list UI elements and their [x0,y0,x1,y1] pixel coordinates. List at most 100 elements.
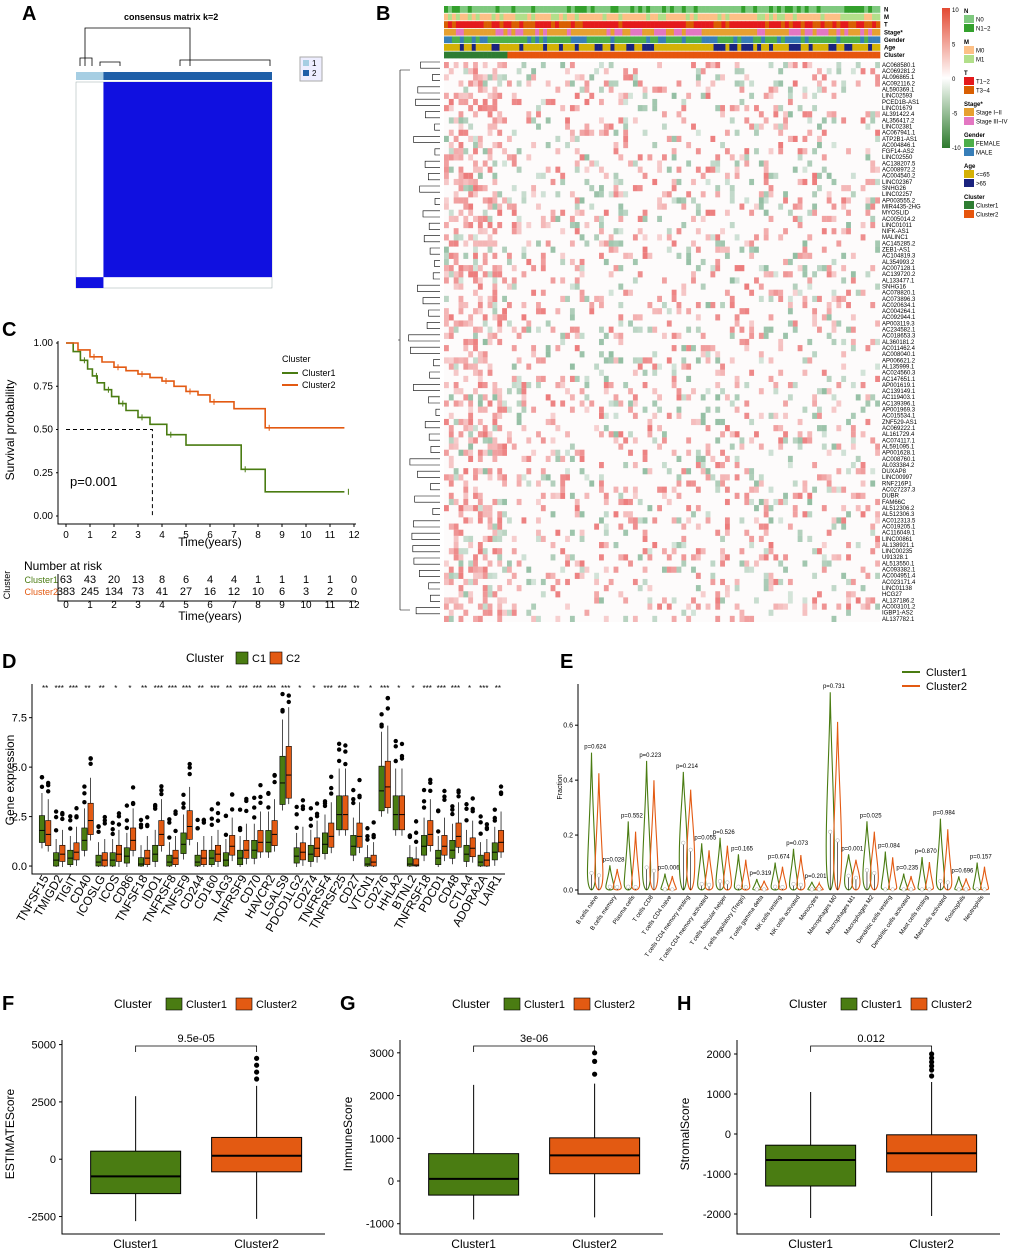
e-pvalue: p=0.073 [786,841,809,847]
track-cell [765,6,770,13]
legend-label-cluster1: Cluster1 [861,999,902,1011]
track-cell [447,6,453,13]
box [328,822,335,848]
heatmap-cell [584,129,590,136]
track-cell [491,44,496,51]
heatmap-cell [666,468,672,475]
heatmap-cell [642,517,648,524]
track-cell [519,44,524,51]
heatmap-cell [850,252,856,259]
heatmap-cell [860,585,866,592]
violin-median [920,887,925,892]
track-cell [729,36,734,44]
violin-median [607,884,612,889]
heatmap-cell [468,400,474,407]
heatmap-cell [608,326,614,333]
heatmap-cell [574,135,580,142]
heatmap-cell [468,178,474,186]
track-cell [483,13,488,21]
box [215,844,221,862]
track-cell [697,21,702,28]
violin-median [938,879,943,884]
heatmap-cell [613,265,619,272]
gene-label: AC067941.1 [882,131,916,137]
track-cell [650,28,655,36]
box [67,849,74,865]
heatmap-cell [715,154,721,161]
track-cell [463,28,469,36]
track-label: Age [884,46,896,52]
heatmap-cell [453,62,459,69]
heatmap-cell [463,492,469,499]
risk-xtick-label: 10 [300,600,312,611]
track-cell [765,28,770,36]
heatmap-cell [482,437,488,444]
dendrogram-branches [79,27,271,66]
heatmap-cell [812,462,818,469]
outlier-point [393,758,398,764]
significance-mark: ** [84,684,90,693]
track-cell [753,51,758,59]
track-cell [788,44,794,51]
heatmap-cell [821,215,827,222]
heatmap-cell [579,86,585,93]
heatmap-cell [444,560,449,567]
heatmap-cell [749,369,755,376]
heatmap-cell [792,382,798,389]
track-cell [475,28,480,36]
heatmap-cell [681,289,687,296]
heatmap-cell [453,320,459,327]
heatmap-cell [521,302,527,309]
gene-label: DUBR [882,494,900,500]
outlier-point [428,788,433,794]
heatmap-cell [768,148,774,155]
track-cell [463,36,469,44]
heatmap-cell [618,98,624,106]
heatmap-cell [686,505,692,512]
heatmap-cell [763,92,769,99]
heatmap-cell [516,166,522,173]
heatmap-cell [531,68,537,75]
heatmap-cell [860,185,866,192]
c-ytick-label: 0.75 [34,381,54,392]
c-xtick-label: 9 [279,530,285,541]
heatmap-cell [875,572,880,579]
heatmap-cell [715,265,721,272]
track-cell [717,13,722,21]
heatmap-cell [763,172,769,179]
track-cell [642,13,647,21]
track-cell [864,21,869,28]
significance-bracket [135,1045,258,1052]
heatmap-cell [599,62,604,69]
heatmap-cell [458,178,464,186]
heatmap-cell [671,517,677,524]
track-cell [745,21,750,28]
track-cell [483,28,488,36]
heatmap-cell [628,289,633,296]
track-cell [868,13,873,21]
heatmap-cell [754,246,759,253]
heatmap-cell [458,603,464,610]
heatmap-cell [758,123,764,130]
heatmap-cell [778,560,784,567]
heatmap-cell [681,117,687,124]
heatmap-cell [642,86,648,93]
heatmap-cell [695,203,701,210]
heatmap-cell [473,468,478,475]
heatmap-cell [739,437,745,444]
heatmap-cell [647,468,653,475]
heatmap-cell [444,277,449,284]
heatmap-cell [492,308,498,315]
track-cell [745,13,750,21]
heatmap-cell [710,135,716,142]
box [38,815,45,843]
heatmap-cell [700,92,706,99]
heatmap-cell [700,283,706,290]
heatmap-cell [463,203,469,210]
violin-median [651,868,656,873]
heatmap-cell [540,265,546,272]
outlier-point [286,693,291,698]
heatmap-cell [492,425,498,432]
track-cell [776,44,782,51]
heatmap-cell [642,548,648,555]
